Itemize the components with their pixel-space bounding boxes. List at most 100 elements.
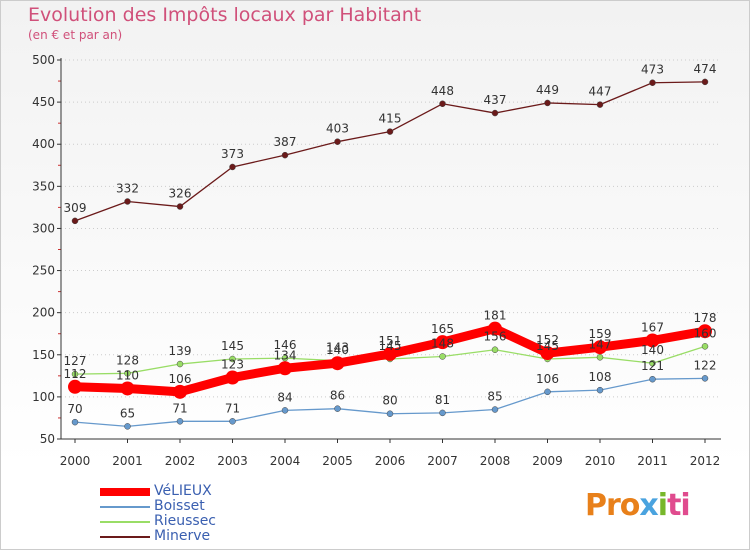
data-label: 447 — [589, 85, 612, 99]
data-point — [330, 356, 345, 371]
legend-swatch — [100, 536, 150, 538]
data-point — [649, 79, 656, 86]
legend-item: Boisset — [100, 499, 360, 514]
x-tick-label: 2000 — [60, 454, 91, 468]
data-point — [383, 346, 397, 361]
data-label: 159 — [589, 327, 612, 341]
data-label: 165 — [431, 322, 454, 336]
logo-part-4: ti — [667, 488, 691, 523]
y-tick-label: 250 — [32, 264, 55, 278]
data-point — [71, 217, 79, 225]
x-tick-label: 2006 — [375, 454, 406, 468]
x-tick-label: 2004 — [270, 454, 301, 468]
proxiti-logo: Proxiti — [585, 488, 691, 523]
data-point — [596, 386, 604, 394]
data-point — [281, 407, 289, 414]
data-point — [649, 359, 656, 367]
data-label: 403 — [326, 122, 349, 136]
data-label: 145 — [536, 339, 559, 353]
data-label: 152 — [536, 333, 559, 347]
data-label: 145 — [221, 339, 244, 353]
x-tick-label: 2001 — [112, 454, 143, 468]
data-point — [176, 360, 184, 368]
data-label: 387 — [274, 135, 297, 149]
x-tick-label: 2007 — [427, 454, 458, 468]
data-point — [173, 384, 187, 399]
data-point — [229, 418, 236, 425]
data-label: 415 — [379, 112, 402, 126]
data-point — [71, 418, 79, 426]
logo-part-3: i — [657, 488, 668, 523]
data-point — [229, 355, 236, 363]
data-point — [281, 151, 289, 159]
data-label: 121 — [641, 359, 664, 373]
data-point — [229, 163, 236, 171]
data-point — [124, 198, 131, 205]
chart-subtitle: (en € et par an) — [28, 28, 123, 42]
data-point — [701, 343, 709, 350]
data-label: 84 — [277, 390, 292, 404]
data-point — [281, 354, 289, 362]
data-label: 309 — [64, 201, 87, 215]
data-label: 134 — [274, 348, 297, 362]
data-point — [645, 333, 660, 348]
data-point — [439, 353, 446, 360]
y-tick-label: 400 — [32, 137, 55, 151]
data-label: 70 — [67, 402, 82, 416]
chart-title: Evolution des Impôts locaux par Habitant — [28, 4, 422, 26]
y-tick-label: 500 — [32, 53, 55, 67]
x-tick-label: 2002 — [165, 454, 196, 468]
data-labels: 112 110 106 123 134 140 151 165 181 152 159 167 178 7… — [64, 62, 717, 420]
legend-swatch — [100, 488, 150, 496]
y-tick-label: 350 — [32, 179, 55, 193]
x-tick-label: 2003 — [217, 454, 248, 468]
data-point — [334, 138, 341, 145]
x-tick-label: 2012 — [690, 454, 721, 468]
data-point — [124, 423, 131, 430]
data-label: 437 — [484, 93, 507, 107]
data-label: 178 — [694, 311, 717, 325]
data-point — [491, 109, 499, 117]
data-label: 147 — [589, 337, 612, 351]
data-point — [176, 203, 184, 210]
data-point — [124, 370, 131, 377]
data-label: 167 — [641, 320, 664, 334]
data-label: 71 — [225, 401, 240, 415]
data-label: 128 — [116, 353, 139, 367]
data-point — [435, 335, 450, 350]
logo-part-1: Pro — [585, 488, 640, 523]
y-tick-label: 450 — [32, 95, 55, 109]
data-point — [540, 346, 555, 361]
x-tick-label: 2008 — [480, 454, 511, 468]
data-point — [544, 99, 551, 107]
data-label: 122 — [694, 358, 717, 372]
data-point — [225, 370, 240, 385]
data-label: 140 — [641, 343, 664, 357]
legend-label: Boisset — [154, 498, 205, 514]
data-point — [701, 78, 709, 86]
data-point — [649, 375, 656, 383]
legend-item: Rieussec — [100, 514, 360, 529]
data-label: 81 — [435, 393, 450, 407]
legend-item: VéLIEUX — [100, 484, 360, 499]
data-label: 85 — [487, 390, 502, 404]
data-label: 146 — [274, 338, 297, 352]
data-label: 373 — [221, 147, 244, 161]
legend-label: Minerve — [154, 528, 211, 544]
data-label: 156 — [484, 330, 507, 344]
data-label: 80 — [382, 394, 397, 408]
data-point — [334, 405, 341, 412]
data-point — [120, 381, 135, 396]
data-label: 106 — [536, 372, 559, 386]
data-point — [491, 346, 499, 353]
data-point — [593, 340, 607, 355]
data-point — [71, 370, 79, 378]
legend-label: Rieussec — [154, 513, 217, 529]
data-label: 71 — [172, 401, 187, 415]
x-tick-label: 2011 — [637, 454, 668, 468]
logo-part-2: x — [639, 488, 658, 523]
data-label: 148 — [431, 336, 454, 350]
data-point — [596, 101, 604, 108]
data-label: 139 — [169, 344, 192, 358]
